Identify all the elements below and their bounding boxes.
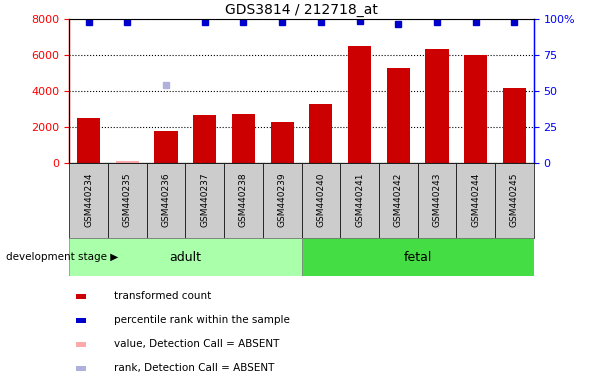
- Bar: [69, 163, 108, 238]
- Bar: [387, 68, 410, 163]
- Text: GSM440235: GSM440235: [123, 172, 132, 227]
- Text: development stage ▶: development stage ▶: [6, 252, 118, 262]
- Bar: [340, 163, 379, 238]
- Bar: [271, 122, 294, 163]
- Text: GSM440239: GSM440239: [277, 172, 286, 227]
- Bar: [77, 293, 86, 299]
- Text: transformed count: transformed count: [115, 291, 212, 301]
- Text: GSM440238: GSM440238: [239, 172, 248, 227]
- Bar: [464, 55, 487, 163]
- Text: GSM440234: GSM440234: [84, 172, 93, 227]
- Text: GSM440244: GSM440244: [471, 172, 480, 227]
- Bar: [309, 104, 332, 163]
- Bar: [417, 163, 456, 238]
- Bar: [108, 163, 147, 238]
- Bar: [495, 163, 534, 238]
- Bar: [348, 46, 371, 163]
- Bar: [263, 163, 302, 238]
- Text: rank, Detection Call = ABSENT: rank, Detection Call = ABSENT: [115, 363, 275, 373]
- Bar: [193, 114, 216, 163]
- Text: GSM440241: GSM440241: [355, 172, 364, 227]
- Bar: [77, 118, 100, 163]
- Text: GSM440236: GSM440236: [162, 172, 171, 227]
- Text: GSM440245: GSM440245: [510, 172, 519, 227]
- Bar: [147, 163, 186, 238]
- Title: GDS3814 / 212718_at: GDS3814 / 212718_at: [225, 3, 378, 17]
- Bar: [379, 163, 417, 238]
- Text: fetal: fetal: [403, 251, 432, 264]
- Bar: [77, 341, 86, 347]
- Bar: [77, 366, 86, 371]
- Text: GSM440237: GSM440237: [200, 172, 209, 227]
- Bar: [116, 161, 139, 163]
- Bar: [232, 114, 255, 163]
- Bar: [425, 49, 449, 163]
- Bar: [77, 318, 86, 323]
- Bar: [154, 131, 178, 163]
- Bar: [302, 238, 534, 276]
- Bar: [456, 163, 495, 238]
- Bar: [186, 163, 224, 238]
- Bar: [69, 238, 302, 276]
- Text: percentile rank within the sample: percentile rank within the sample: [115, 315, 290, 325]
- Bar: [503, 88, 526, 163]
- Text: value, Detection Call = ABSENT: value, Detection Call = ABSENT: [115, 339, 280, 349]
- Text: GSM440243: GSM440243: [432, 172, 441, 227]
- Text: GSM440242: GSM440242: [394, 172, 403, 227]
- Bar: [302, 163, 340, 238]
- Text: GSM440240: GSM440240: [317, 172, 326, 227]
- Bar: [224, 163, 263, 238]
- Text: adult: adult: [169, 251, 201, 264]
